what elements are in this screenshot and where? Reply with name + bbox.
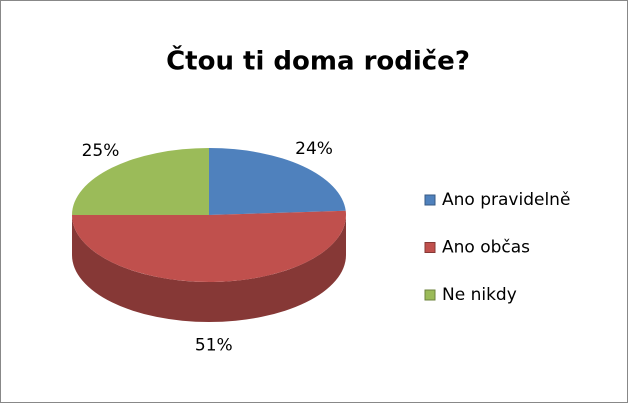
data-label: 25%	[82, 141, 120, 161]
legend-swatch	[424, 289, 436, 301]
pie-slice	[209, 148, 346, 215]
data-label: 24%	[295, 139, 333, 159]
chart-title: Čtou ti doma rodiče?	[166, 45, 470, 77]
legend-label: Ano pravidelně	[442, 190, 570, 210]
data-label: 51%	[195, 335, 233, 355]
pie-slice-side	[72, 215, 346, 322]
pie-slice	[72, 148, 209, 215]
legend-label: Ano občas	[442, 238, 530, 258]
legend-swatch	[424, 242, 436, 253]
pie-slice	[72, 210, 346, 282]
legend-label: Ne nikdy	[442, 285, 517, 305]
legend-swatch	[424, 194, 436, 206]
